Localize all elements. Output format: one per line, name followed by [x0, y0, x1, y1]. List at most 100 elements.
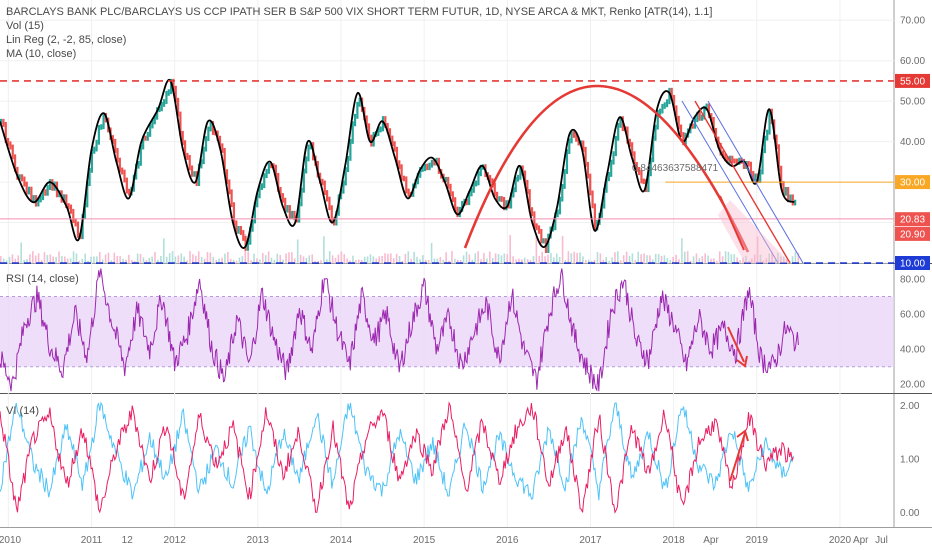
- volume-bar: [553, 257, 555, 263]
- renko-brick: [523, 170, 527, 185]
- volume-bar: [311, 254, 314, 263]
- vi-tick-label: 2.00: [900, 401, 920, 412]
- renko-brick: [20, 174, 24, 182]
- volume-bar: [759, 254, 762, 263]
- renko-brick: [570, 131, 573, 144]
- renko-brick: [617, 122, 620, 141]
- renko-brick: [672, 95, 676, 111]
- volume-bar: [384, 253, 386, 263]
- renko-brick: [388, 128, 392, 141]
- volume-bar: [701, 256, 704, 263]
- price-tag-label: 55.00: [900, 76, 925, 87]
- volume-bar: [160, 256, 162, 263]
- volume-bar: [590, 260, 593, 263]
- time-tick-label: 2018: [662, 535, 685, 546]
- volume-bar: [168, 253, 171, 263]
- renko-brick: [402, 175, 406, 182]
- renko-brick: [638, 167, 641, 176]
- volume-bar: [55, 256, 57, 263]
- volume-bar: [424, 260, 427, 263]
- volume-bar: [765, 258, 768, 263]
- renko-brick: [260, 183, 263, 190]
- time-tick-label: 2015: [413, 535, 436, 546]
- volume-bar: [739, 259, 741, 263]
- renko-brick: [749, 161, 752, 176]
- price-tick-label: 60.00: [900, 56, 925, 67]
- volume-bar: [451, 251, 453, 263]
- volume-bar: [579, 252, 581, 263]
- volume-bar: [785, 259, 788, 263]
- volume-bar: [555, 253, 558, 263]
- rsi-pane-label[interactable]: RSI (14, close): [6, 273, 79, 285]
- renko-brick: [649, 157, 652, 177]
- price-tag: [895, 226, 930, 241]
- renko-brick: [356, 101, 359, 119]
- volume-bar: [500, 255, 503, 263]
- volume-bar: [585, 260, 587, 263]
- renko-brick: [307, 144, 310, 162]
- volume-bar: [561, 235, 564, 263]
- renko-brick: [209, 121, 212, 132]
- renko-brick: [102, 112, 105, 130]
- renko-brick: [665, 99, 669, 108]
- volume-bar: [66, 258, 69, 263]
- renko-brick: [782, 181, 785, 196]
- volume-bar: [323, 236, 325, 263]
- time-tick-label: 2017: [579, 535, 602, 546]
- renko-brick: [721, 150, 725, 159]
- renko-brick: [27, 186, 31, 195]
- volume-bar: [745, 255, 747, 263]
- renko-brick: [162, 99, 166, 107]
- volume-bar: [87, 260, 89, 263]
- renko-brick: [319, 172, 322, 184]
- renko-brick: [200, 159, 203, 169]
- renko-brick: [405, 176, 408, 194]
- volume-bar: [483, 253, 485, 263]
- volume-bar: [317, 260, 319, 263]
- volume-bar: [477, 251, 479, 263]
- volume-bar: [113, 252, 116, 263]
- renko-brick: [293, 210, 296, 221]
- renko-brick: [291, 210, 294, 220]
- indicator-ma[interactable]: MA (10, close): [6, 48, 77, 60]
- volume-bar: [593, 259, 596, 263]
- renko-brick: [0, 118, 3, 124]
- volume-bar: [17, 255, 20, 263]
- renko-brick: [533, 211, 536, 229]
- renko-brick: [763, 135, 766, 154]
- time-tick-label: 2011: [81, 535, 103, 546]
- volume-bar: [343, 254, 346, 263]
- renko-brick: [535, 223, 538, 231]
- volume-bar: [125, 259, 127, 263]
- renko-brick: [528, 189, 531, 213]
- renko-brick: [232, 202, 236, 226]
- vi-pane-label[interactable]: VI (14): [6, 405, 40, 417]
- volume-bar: [387, 253, 389, 263]
- renko-brick: [284, 197, 287, 213]
- volume-bar: [96, 256, 98, 263]
- volume-bar: [521, 259, 523, 263]
- volume-bar: [369, 254, 372, 263]
- rsi-tick-label: 80.00: [900, 275, 925, 286]
- volume-bar: [218, 258, 220, 263]
- volume-bar: [777, 252, 779, 263]
- renko-brick: [610, 159, 613, 177]
- volume-bar: [404, 253, 407, 263]
- volume-bar: [195, 255, 197, 263]
- volume-bar: [26, 259, 28, 263]
- volume-bar: [564, 260, 567, 263]
- renko-brick: [698, 111, 701, 121]
- renko-brick: [575, 132, 578, 142]
- volume-bar: [596, 251, 599, 263]
- renko-brick: [153, 114, 156, 125]
- renko-brick: [65, 194, 68, 209]
- renko-brick: [670, 87, 673, 100]
- renko-brick: [100, 124, 103, 130]
- volume-bar: [122, 258, 124, 263]
- renko-brick: [377, 127, 380, 136]
- indicator-linreg[interactable]: Lin Reg (2, -2, 85, close): [6, 34, 127, 46]
- time-tick-label: Apr: [703, 535, 719, 546]
- indicator-vol[interactable]: Vol (15): [6, 20, 44, 32]
- renko-brick: [696, 111, 699, 123]
